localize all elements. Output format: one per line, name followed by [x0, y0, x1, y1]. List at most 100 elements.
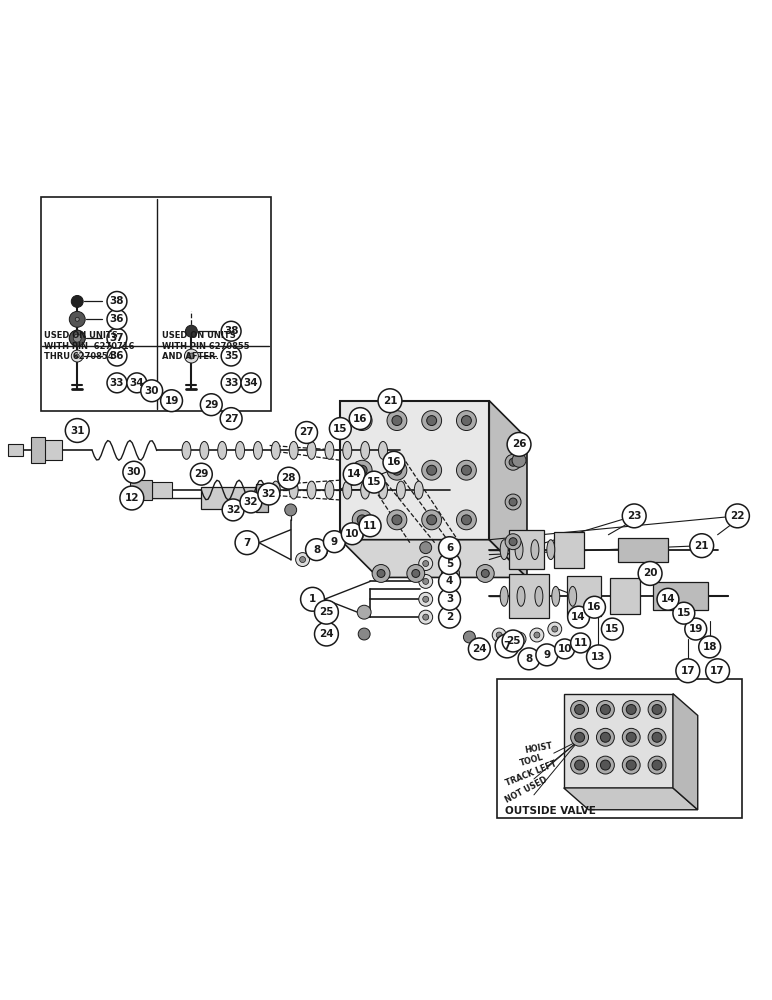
- Circle shape: [330, 418, 351, 439]
- Bar: [611, 578, 640, 614]
- Circle shape: [438, 588, 460, 610]
- Circle shape: [536, 644, 557, 666]
- Text: 11: 11: [363, 521, 378, 531]
- Circle shape: [597, 701, 615, 718]
- Text: 11: 11: [574, 638, 587, 648]
- Ellipse shape: [378, 441, 388, 459]
- Circle shape: [357, 515, 367, 525]
- Circle shape: [597, 728, 615, 746]
- Circle shape: [648, 701, 666, 718]
- Text: 6: 6: [446, 543, 453, 553]
- Circle shape: [685, 618, 706, 640]
- Circle shape: [427, 416, 437, 426]
- Circle shape: [422, 460, 442, 480]
- Bar: [618, 538, 668, 562]
- Bar: [152, 482, 171, 498]
- Circle shape: [317, 549, 323, 555]
- Circle shape: [222, 346, 241, 366]
- Polygon shape: [564, 694, 673, 788]
- Ellipse shape: [552, 586, 560, 606]
- Circle shape: [372, 565, 390, 582]
- Text: 19: 19: [164, 396, 179, 406]
- Circle shape: [493, 628, 506, 642]
- Text: 20: 20: [643, 568, 657, 578]
- Circle shape: [427, 515, 437, 525]
- Bar: [554, 532, 584, 568]
- Text: 29: 29: [204, 400, 218, 410]
- Ellipse shape: [343, 481, 352, 499]
- Circle shape: [358, 628, 370, 640]
- Bar: [8, 444, 22, 456]
- Circle shape: [201, 394, 222, 416]
- Text: 29: 29: [194, 469, 208, 479]
- Circle shape: [188, 353, 195, 359]
- Circle shape: [387, 510, 407, 530]
- Bar: [256, 484, 268, 512]
- Circle shape: [507, 432, 531, 456]
- Circle shape: [673, 602, 695, 624]
- Circle shape: [185, 325, 198, 337]
- Circle shape: [378, 389, 402, 413]
- Text: 8: 8: [313, 545, 320, 555]
- Text: 10: 10: [345, 529, 360, 539]
- Ellipse shape: [397, 481, 405, 499]
- Ellipse shape: [361, 441, 370, 459]
- Circle shape: [574, 760, 584, 770]
- Text: 36: 36: [110, 314, 124, 324]
- Ellipse shape: [253, 441, 262, 459]
- Circle shape: [509, 458, 517, 466]
- Circle shape: [71, 350, 83, 362]
- Ellipse shape: [535, 586, 543, 606]
- Circle shape: [601, 705, 611, 714]
- Circle shape: [423, 596, 428, 602]
- Circle shape: [626, 705, 636, 714]
- Text: HOIST: HOIST: [524, 741, 553, 755]
- Text: USED ON UNITS
WITH PIN 6270855
AND AFTER.: USED ON UNITS WITH PIN 6270855 AND AFTER…: [161, 331, 249, 361]
- Circle shape: [423, 578, 428, 584]
- Circle shape: [495, 634, 519, 658]
- Circle shape: [438, 537, 460, 559]
- Ellipse shape: [290, 481, 298, 499]
- Circle shape: [626, 732, 636, 742]
- Text: 15: 15: [605, 624, 620, 634]
- Circle shape: [306, 539, 327, 561]
- Circle shape: [387, 411, 407, 431]
- Bar: [42, 440, 63, 460]
- Circle shape: [571, 756, 588, 774]
- Text: 15: 15: [676, 608, 691, 618]
- Circle shape: [423, 614, 428, 620]
- Circle shape: [387, 460, 407, 480]
- Ellipse shape: [271, 481, 280, 499]
- Circle shape: [377, 569, 385, 577]
- Ellipse shape: [307, 441, 316, 459]
- Circle shape: [456, 510, 476, 530]
- Circle shape: [314, 600, 338, 624]
- Circle shape: [344, 463, 365, 485]
- Text: 7: 7: [503, 641, 511, 651]
- Text: 9: 9: [543, 650, 550, 660]
- Text: 14: 14: [661, 594, 676, 604]
- Circle shape: [107, 373, 127, 393]
- Circle shape: [438, 553, 460, 574]
- Circle shape: [638, 562, 662, 585]
- Circle shape: [505, 534, 521, 550]
- Text: 9: 9: [331, 537, 338, 547]
- Circle shape: [123, 461, 144, 483]
- Circle shape: [587, 645, 611, 669]
- Circle shape: [352, 460, 372, 480]
- Ellipse shape: [531, 540, 539, 560]
- Circle shape: [69, 311, 85, 327]
- Circle shape: [469, 638, 490, 660]
- Circle shape: [296, 553, 310, 567]
- Circle shape: [71, 295, 83, 307]
- Text: 32: 32: [262, 489, 276, 499]
- Circle shape: [222, 373, 241, 393]
- Circle shape: [505, 454, 521, 470]
- Circle shape: [690, 534, 713, 558]
- Circle shape: [462, 465, 472, 475]
- Circle shape: [706, 659, 730, 683]
- Text: 32: 32: [244, 497, 258, 507]
- Text: 30: 30: [127, 467, 141, 477]
- Text: 2: 2: [446, 612, 453, 622]
- Circle shape: [456, 411, 476, 431]
